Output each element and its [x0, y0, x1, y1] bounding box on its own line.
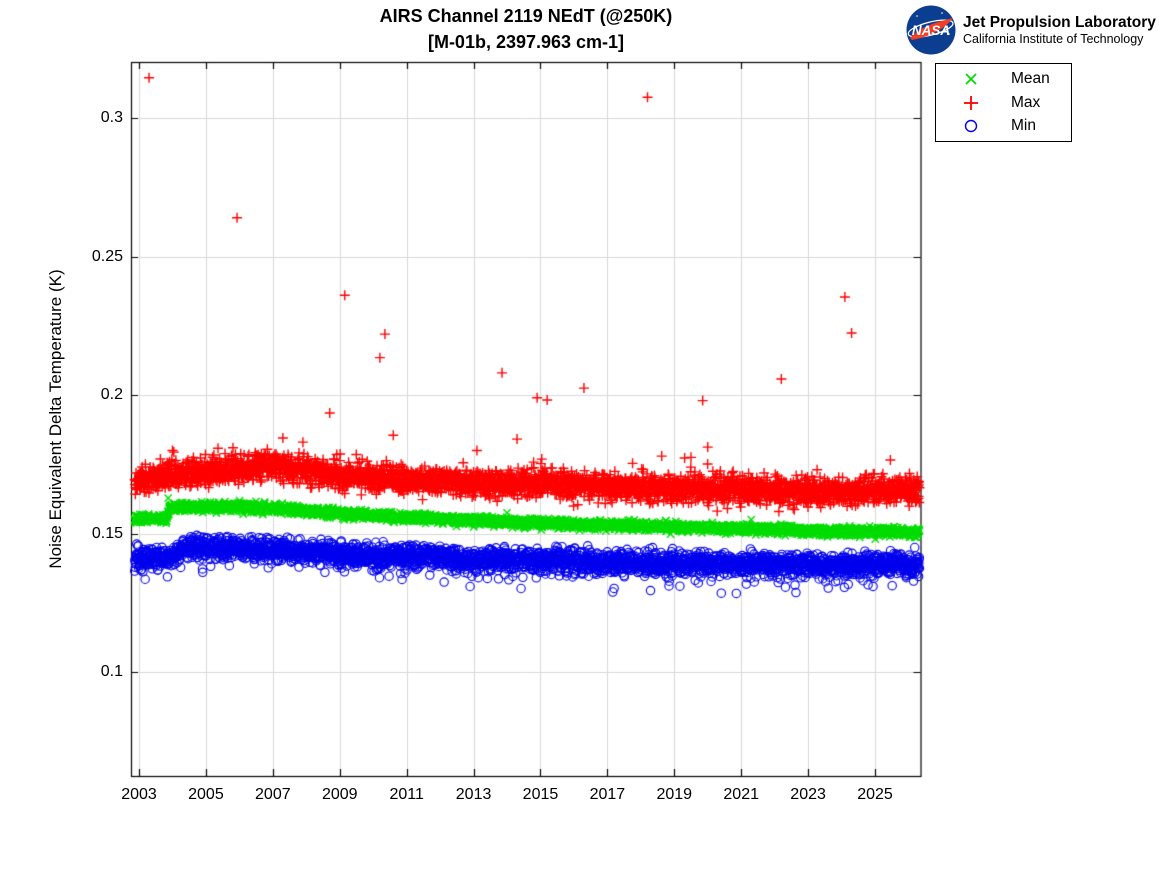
y-tick-label: 0.15 [91, 524, 123, 542]
y-tick-label: 0.3 [100, 108, 123, 126]
y-axis-label: Noise Equivalent Delta Temperature (K) [46, 269, 65, 569]
nasa-meatball-icon: NASA [906, 5, 956, 55]
legend-label-mean: Mean [1011, 69, 1050, 87]
y-tick-label: 0.2 [100, 386, 123, 404]
x-tick-label: 2003 [121, 786, 157, 803]
legend-row-max: Max [936, 91, 1071, 115]
max-plus-marker-icon [964, 95, 978, 110]
x-tick-label: 2011 [389, 786, 424, 803]
jpl-name: Jet Propulsion Laboratory [963, 13, 1156, 31]
jpl-logo: NASA Jet Propulsion Laboratory Californi… [906, 5, 1156, 55]
x-tick-label: 2023 [790, 786, 826, 803]
y-tick-label: 0.1 [100, 663, 123, 681]
jpl-logo-text: Jet Propulsion Laboratory California Ins… [963, 14, 1156, 47]
x-tick-label: 2019 [656, 786, 693, 803]
x-tick-label: 2021 [723, 786, 759, 803]
legend: Mean Max Min [935, 63, 1072, 142]
chart-title-line1: AIRS Channel 2119 NEdT (@250K) [379, 6, 673, 26]
nasa-wordmark: NASA [912, 23, 950, 38]
legend-label-min: Min [1011, 117, 1036, 135]
x-tick-label: 2015 [522, 786, 559, 803]
x-tick-label: 2005 [188, 786, 224, 803]
x-tick-label: 2009 [321, 786, 358, 803]
legend-label-max: Max [1011, 93, 1041, 111]
y-tick-label: 0.25 [91, 247, 123, 265]
min-circle-marker-icon [964, 119, 978, 133]
chart-title: AIRS Channel 2119 NEdT (@250K) [M-01b, 2… [131, 3, 921, 55]
x-tick-label: 2013 [455, 786, 492, 803]
x-tick-label: 2025 [857, 786, 893, 803]
legend-row-min: Min [936, 114, 1071, 138]
mean-x-marker-icon [965, 73, 977, 85]
jpl-subtitle: California Institute of Technology [963, 31, 1144, 46]
x-tick-label: 2017 [589, 786, 626, 803]
x-tick-label: 2007 [255, 786, 291, 803]
legend-row-mean: Mean [936, 67, 1071, 91]
chart-title-line2: [M-01b, 2397.963 cm-1] [427, 32, 625, 52]
